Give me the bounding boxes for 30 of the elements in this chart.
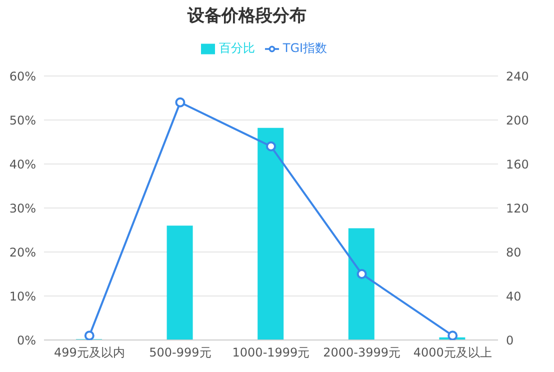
y2-tick-label: 0 xyxy=(506,333,514,348)
x-tick-label: 499元及以内 xyxy=(54,346,125,360)
legend-label: TGI指数 xyxy=(282,41,328,55)
y-tick-label: 0% xyxy=(16,333,36,348)
bar xyxy=(258,128,284,340)
point xyxy=(84,330,94,340)
y-tick-label: 40% xyxy=(9,157,36,172)
x-tick-label: 1000-1999元 xyxy=(232,346,310,360)
x-tick-label: 4000元及以上 xyxy=(413,346,492,360)
y2-tick-label: 160 xyxy=(506,157,529,172)
y2-tick-label: 40 xyxy=(506,289,522,304)
y-tick-label: 10% xyxy=(9,289,36,304)
bar xyxy=(348,228,374,340)
y-tick-label: 60% xyxy=(9,69,36,84)
x-tick-label: 2000-3999元 xyxy=(323,346,401,360)
y2-tick-label: 200 xyxy=(506,113,529,128)
point xyxy=(175,97,186,108)
legend-label: 百分比 xyxy=(218,41,255,55)
y2-tick-label: 80 xyxy=(506,245,522,260)
y-tick-label: 50% xyxy=(9,113,36,128)
chart-title: 设备价格段分布 xyxy=(186,5,308,28)
x-tick-label: 500-999元 xyxy=(149,346,212,360)
y-tick-label: 30% xyxy=(9,201,36,216)
y2-tick-label: 240 xyxy=(506,69,529,84)
y2-tick-label: 120 xyxy=(506,201,529,216)
y-tick-label: 20% xyxy=(9,245,36,260)
bar xyxy=(166,226,193,340)
point xyxy=(356,269,367,279)
point xyxy=(448,330,458,340)
point xyxy=(266,141,276,152)
